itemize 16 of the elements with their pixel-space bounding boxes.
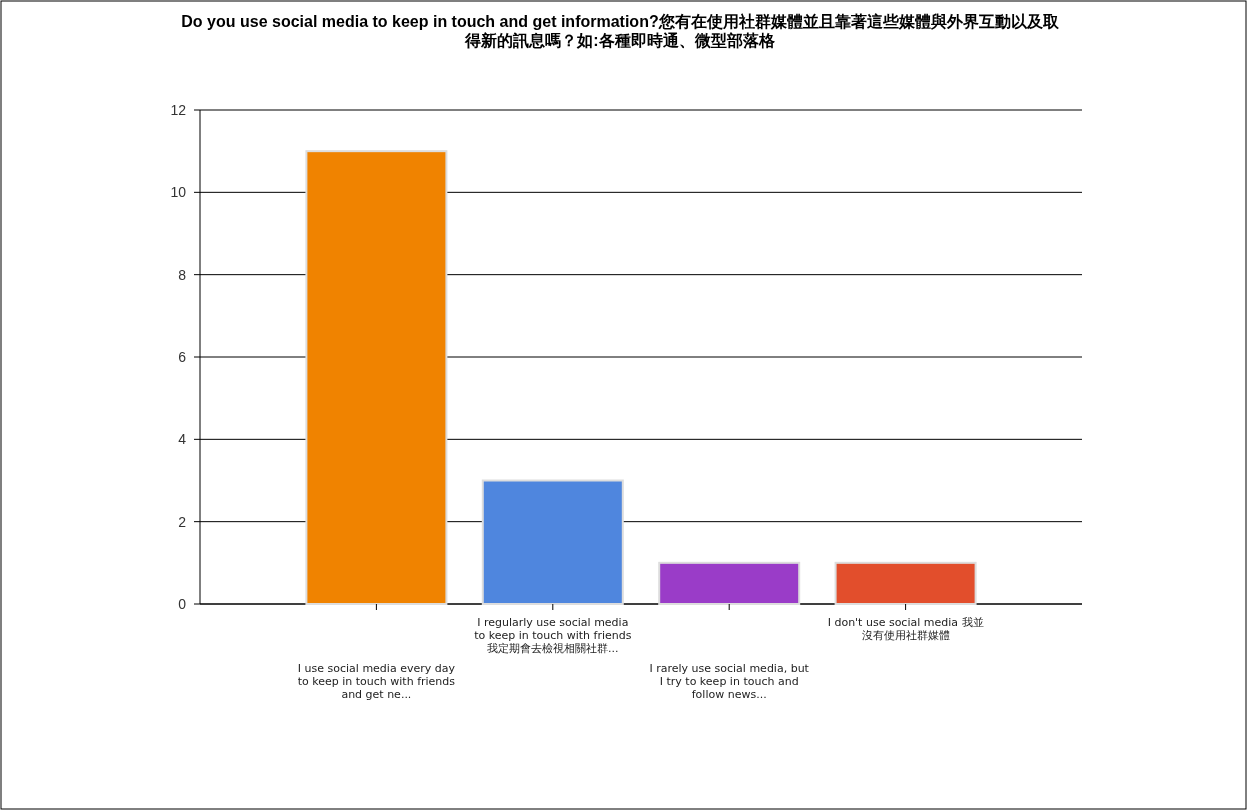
y-tick-label: 8 [178, 266, 187, 283]
bar [658, 561, 801, 605]
y-tick-label: 0 [178, 596, 187, 612]
y-tick-label: 10 [170, 184, 187, 201]
chart-title: Do you use social media to keep in touch and get information?您有在使用社群媒體並且靠著這些媒體與外界互動以及取得新的訊息嗎？如:各種即時通、微型部落格 [180, 12, 1060, 50]
bar [305, 150, 448, 605]
x-tick-label: I regularly use social media to keep in touch with friends我定期會去檢視相關社群... [473, 616, 633, 655]
bar [834, 561, 977, 605]
bar [481, 479, 624, 605]
x-tick-label: I don't use social media 我並沒有使用社群媒體 [826, 616, 985, 642]
x-tick-label: I rarely use social media, but I try to keep in touch and follow news... [648, 662, 810, 701]
y-tick-label: 2 [178, 513, 187, 530]
y-tick-label: 12 [170, 102, 187, 118]
y-tick-label: 4 [178, 431, 187, 448]
y-tick-label: 6 [178, 349, 187, 365]
x-tick-label: I use social media every day to keep in touch with friends and get ne... [296, 662, 457, 701]
